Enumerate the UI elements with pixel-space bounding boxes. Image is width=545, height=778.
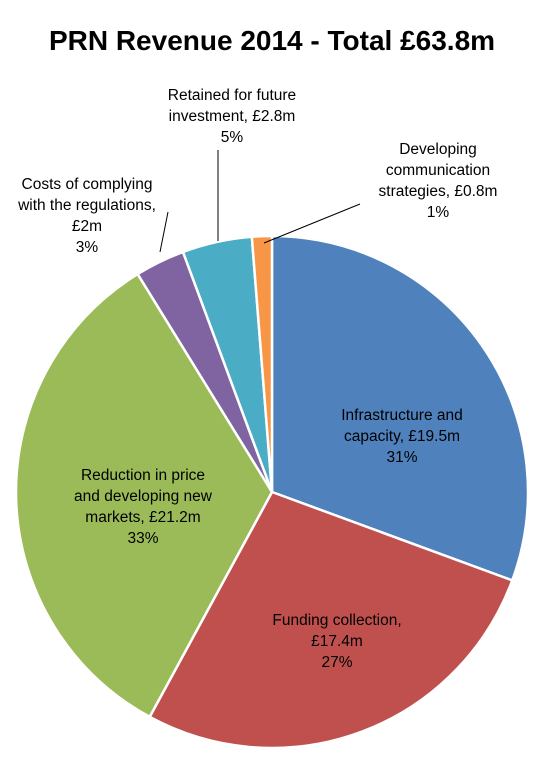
slice-label-line: £2m (72, 218, 102, 235)
slice-label-line: 33% (127, 530, 158, 547)
slice-label-line: 1% (427, 204, 450, 221)
slice-label-6: Developing communication strategies, £0.8m… (379, 141, 498, 221)
slice-label-line: markets, £21.2m (85, 509, 200, 526)
slice-label-line: Costs of complying (22, 176, 153, 193)
slice-label-line: communication (386, 162, 490, 179)
slice-label-line: with the regulations, (17, 197, 156, 214)
leader-line-6 (263, 203, 361, 244)
slice-label-line: Developing (399, 141, 477, 158)
slice-label-line: 27% (321, 654, 352, 671)
slice-label-2: Funding collection, £17.4m 27% (272, 612, 401, 671)
leader-line-4 (159, 211, 169, 253)
slice-label-line: capacity, £19.5m (344, 428, 460, 445)
slice-label-line: Reduction in price (81, 467, 205, 484)
slice-label-line: 31% (386, 449, 417, 466)
slice-label-4: Costs of complying with the regulations, £… (17, 176, 156, 256)
slice-label-line: £17.4m (311, 633, 363, 650)
slice-label-line: 3% (76, 239, 99, 256)
chart-title: PRN Revenue 2014 - Total £63.8m (49, 25, 495, 56)
slice-label-line: 5% (221, 129, 244, 146)
pie-slice-3 (14, 272, 274, 719)
slice-label-3: Reduction in price and developing new mark… (74, 467, 213, 547)
slice-label-line: investment, £2.8m (169, 108, 296, 125)
slice-label-line: Retained for future (168, 87, 296, 104)
slice-label-5: Retained for future investment, £2.8m 5% (168, 87, 296, 146)
pie-slice-6 (250, 234, 274, 494)
slice-label-line: strategies, £0.8m (379, 183, 498, 200)
slice-label-1: Infrastructure and capacity, £19.5m 31% (341, 407, 462, 466)
slice-label-line: Infrastructure and (341, 407, 462, 424)
pie-slice-1 (270, 234, 530, 582)
slice-label-line: Funding collection, (272, 612, 401, 629)
slice-label-line: and developing new (74, 488, 213, 505)
pie-slice-2 (148, 490, 514, 750)
